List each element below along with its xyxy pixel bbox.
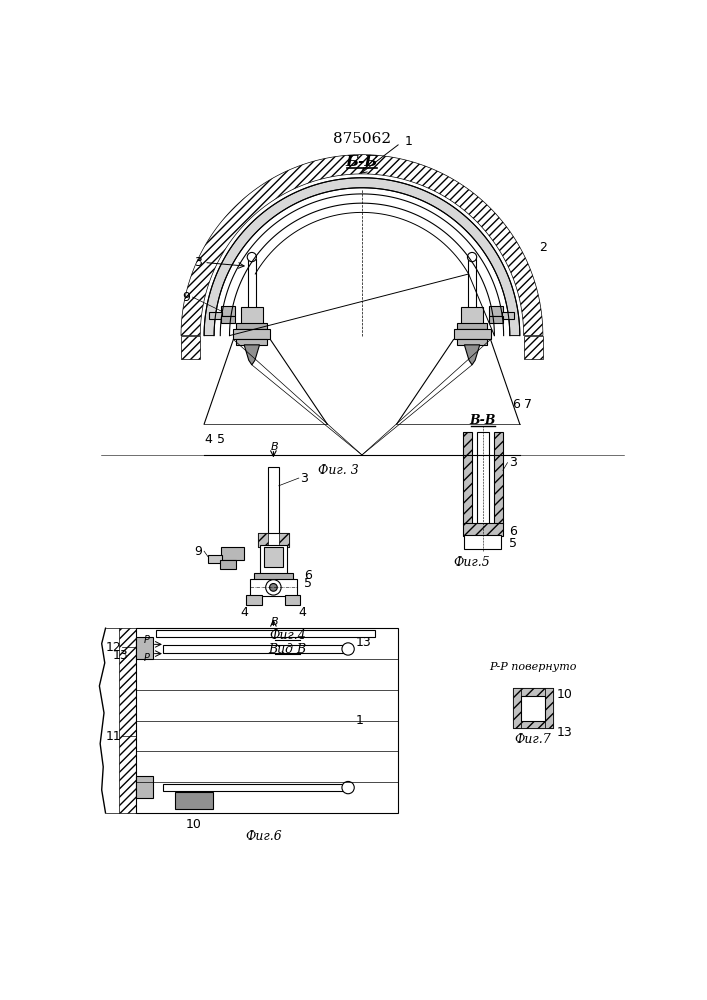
Polygon shape (181, 155, 543, 336)
Text: 6: 6 (512, 398, 520, 411)
Polygon shape (524, 336, 543, 359)
Text: 12: 12 (105, 641, 121, 654)
Text: 10: 10 (557, 688, 573, 701)
Bar (221, 306, 235, 316)
Bar (175, 792, 214, 809)
Bar (520, 721, 545, 728)
Text: 9: 9 (182, 291, 190, 304)
Text: 9: 9 (194, 545, 203, 558)
Bar (163, 784, 348, 791)
Bar (457, 323, 487, 329)
Bar (520, 688, 545, 696)
Text: 6: 6 (509, 525, 517, 538)
Bar (461, 307, 483, 324)
Text: Р-Р повернуто: Р-Р повернуто (489, 662, 577, 672)
Bar (285, 595, 300, 605)
Bar (513, 688, 520, 728)
Text: 3: 3 (509, 456, 517, 469)
Polygon shape (464, 345, 480, 365)
Bar (463, 432, 472, 524)
Bar (258, 533, 268, 547)
Bar (221, 547, 244, 560)
Bar (457, 339, 487, 345)
Polygon shape (181, 336, 200, 359)
Bar (136, 776, 153, 798)
Circle shape (467, 252, 477, 262)
Bar (545, 688, 553, 728)
Text: В: В (271, 617, 279, 627)
Circle shape (269, 584, 277, 591)
Text: 4: 4 (240, 606, 248, 619)
Text: Фиг.4: Фиг.4 (269, 629, 305, 642)
Text: 10: 10 (186, 818, 202, 831)
Bar (163, 645, 348, 653)
Circle shape (266, 580, 281, 595)
Bar (254, 573, 293, 580)
Bar (489, 316, 503, 323)
Text: Р: Р (144, 653, 149, 663)
Text: 875062: 875062 (333, 132, 391, 146)
Polygon shape (204, 178, 520, 336)
Bar (233, 329, 270, 339)
Bar (236, 339, 267, 345)
Bar (250, 579, 296, 596)
Circle shape (342, 643, 354, 655)
Text: 5: 5 (217, 433, 225, 446)
Text: 7: 7 (524, 398, 532, 411)
Bar (259, 545, 287, 574)
Text: В: В (271, 442, 279, 452)
Bar (493, 432, 503, 524)
Text: Р: Р (144, 635, 149, 645)
Bar (258, 533, 288, 547)
Polygon shape (244, 345, 259, 365)
Text: 3: 3 (194, 256, 201, 269)
Text: Фиг.5: Фиг.5 (453, 556, 490, 569)
Bar (502, 312, 515, 319)
Bar (454, 329, 491, 339)
Bar (464, 535, 501, 549)
Bar (136, 628, 398, 813)
Bar (236, 323, 267, 329)
Bar (247, 595, 262, 605)
Bar (489, 306, 503, 316)
Bar (279, 533, 288, 547)
Text: 13: 13 (356, 636, 372, 649)
Circle shape (247, 252, 257, 262)
Text: 13: 13 (113, 649, 129, 662)
Text: 13: 13 (557, 726, 573, 739)
Text: Вид В: Вид В (268, 643, 306, 656)
Bar (477, 432, 489, 524)
Bar (209, 312, 222, 319)
Text: 1: 1 (356, 714, 363, 727)
Text: 2: 2 (539, 241, 547, 254)
Text: Б-Б: Б-Б (346, 155, 378, 169)
Bar (219, 560, 236, 569)
Circle shape (342, 781, 354, 794)
Polygon shape (119, 628, 136, 813)
Text: 5: 5 (304, 577, 312, 590)
Text: 4: 4 (204, 433, 212, 446)
Text: 1: 1 (404, 135, 412, 148)
Text: 4: 4 (299, 606, 307, 619)
Text: Фиг.6: Фиг.6 (245, 830, 282, 843)
Bar (264, 547, 283, 567)
Bar (136, 637, 153, 659)
Bar (241, 307, 262, 324)
Bar (268, 466, 279, 544)
Bar (468, 259, 476, 309)
Bar (221, 316, 235, 323)
Text: 6: 6 (304, 569, 312, 582)
Bar (520, 696, 545, 721)
Text: Фиг.7: Фиг.7 (515, 733, 551, 746)
Bar (248, 259, 256, 309)
Bar (513, 688, 553, 728)
Bar (156, 630, 375, 637)
Text: Фиг. 3: Фиг. 3 (318, 464, 359, 477)
Text: 11: 11 (105, 730, 121, 742)
Text: 3: 3 (300, 472, 308, 485)
Text: 5: 5 (509, 537, 517, 550)
Text: В-В: В-В (469, 414, 496, 427)
Bar (463, 523, 503, 536)
Bar (208, 555, 222, 563)
